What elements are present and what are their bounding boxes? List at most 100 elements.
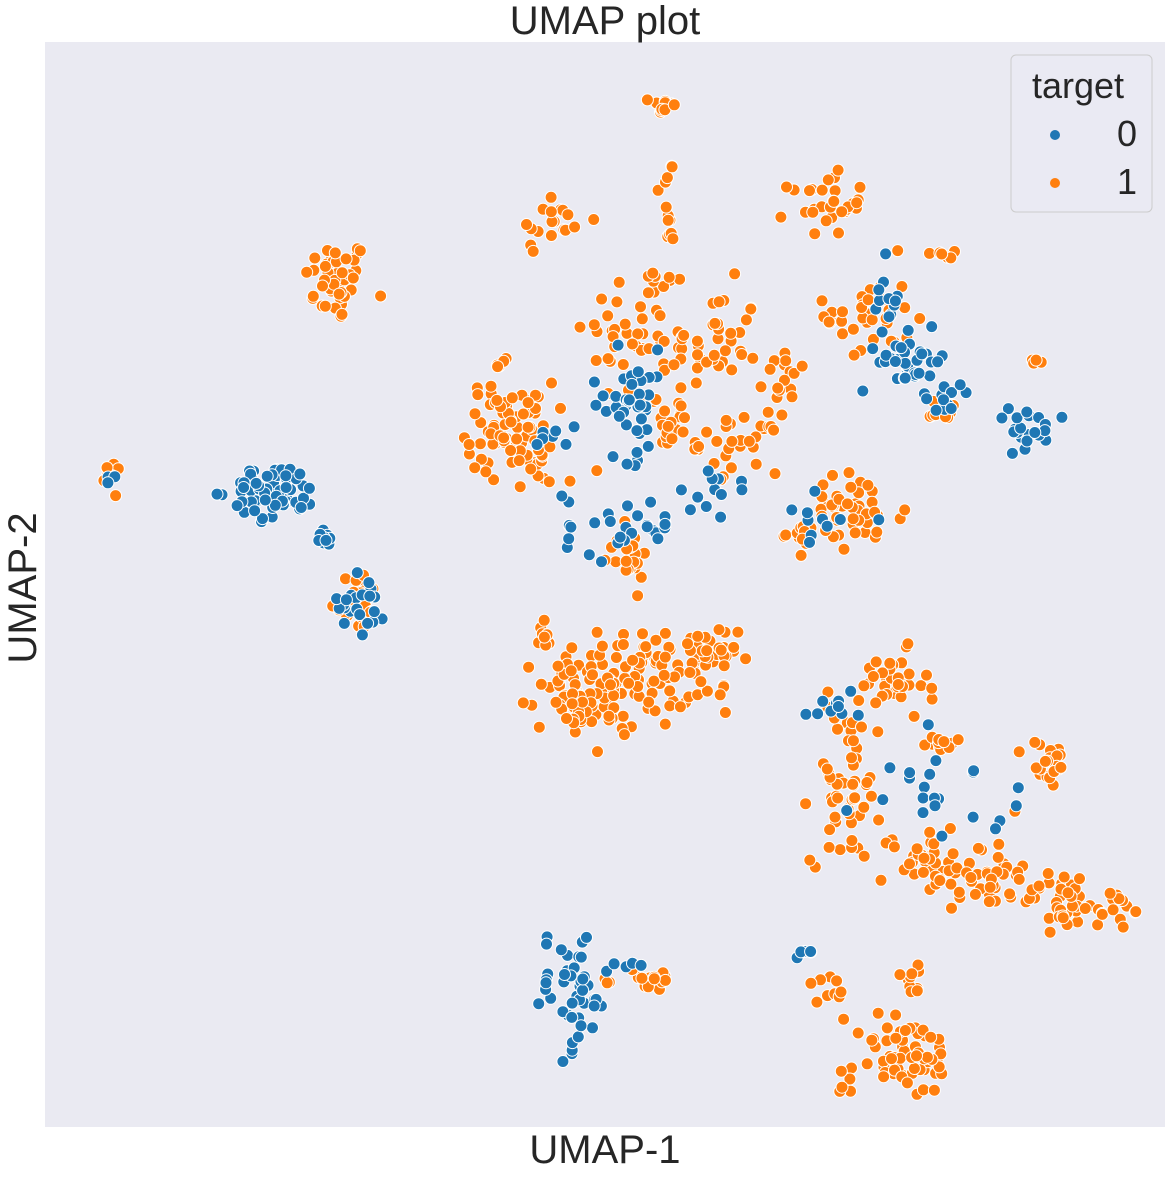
point-target-0	[580, 930, 593, 944]
point-target-1	[1116, 920, 1130, 934]
point-target-0	[606, 450, 620, 464]
point-target-1	[860, 1057, 874, 1071]
point-target-0	[625, 377, 639, 391]
point-target-1	[658, 626, 672, 640]
point-target-1	[573, 320, 587, 334]
point-target-1	[545, 376, 558, 390]
point-target-1	[1032, 879, 1046, 893]
point-target-1	[534, 677, 548, 691]
point-target-1	[837, 1012, 851, 1026]
scatter-points	[97, 93, 1143, 1101]
point-target-1	[544, 190, 558, 204]
point-target-0	[876, 793, 890, 807]
point-target-0	[361, 616, 375, 630]
point-target-1	[510, 432, 524, 446]
point-target-0	[622, 393, 636, 407]
point-target-1	[837, 542, 851, 556]
point-target-1	[779, 354, 793, 368]
point-target-1	[885, 1052, 898, 1066]
point-target-0	[683, 503, 697, 517]
point-target-0	[279, 481, 293, 494]
point-target-1	[659, 200, 673, 214]
point-target-1	[1028, 735, 1042, 749]
point-target-1	[505, 391, 519, 405]
point-target-1	[689, 376, 703, 390]
point-target-1	[771, 381, 785, 395]
point-target-1	[521, 396, 535, 410]
point-target-0	[916, 791, 930, 805]
point-target-1	[794, 548, 808, 562]
point-target-1	[902, 667, 916, 681]
point-target-1	[1003, 887, 1017, 901]
point-target-1	[718, 344, 732, 358]
point-target-0	[565, 1010, 579, 1024]
point-target-0	[596, 389, 610, 403]
point-target-1	[779, 528, 793, 542]
point-target-1	[870, 525, 884, 539]
point-target-1	[542, 475, 556, 489]
point-target-0	[539, 976, 553, 990]
point-target-1	[872, 813, 886, 827]
point-target-0	[785, 503, 799, 517]
point-target-0	[879, 348, 893, 362]
point-target-1	[907, 709, 921, 723]
point-target-0	[989, 822, 1002, 836]
point-target-1	[927, 837, 941, 851]
point-target-1	[910, 984, 924, 998]
point-target-1	[618, 317, 632, 331]
point-target-1	[907, 1062, 921, 1075]
point-target-0	[564, 520, 578, 534]
point-target-1	[866, 670, 880, 683]
point-target-1	[737, 410, 751, 424]
point-target-1	[522, 660, 536, 674]
point-target-1	[332, 287, 346, 301]
point-target-1	[725, 434, 739, 448]
point-target-0	[586, 1021, 599, 1035]
point-target-1	[604, 678, 617, 692]
point-target-0	[921, 718, 935, 732]
point-target-1	[754, 380, 768, 394]
point-target-1	[590, 464, 604, 478]
point-target-1	[832, 226, 845, 240]
point-target-0	[549, 424, 563, 438]
point-target-1	[982, 895, 996, 909]
point-target-1	[642, 695, 656, 709]
point-target-1	[1038, 754, 1052, 768]
point-target-0	[803, 535, 816, 549]
point-target-1	[865, 1033, 879, 1047]
point-target-1	[850, 196, 864, 210]
point-target-1	[823, 823, 837, 837]
point-target-0	[901, 323, 915, 337]
point-target-1	[820, 762, 834, 776]
point-target-0	[555, 489, 569, 503]
point-target-1	[893, 968, 907, 982]
point-target-1	[591, 745, 604, 759]
point-target-1	[661, 213, 675, 227]
y-axis-label: UMAP-2	[1, 512, 45, 663]
point-target-1	[691, 348, 704, 362]
point-target-0	[530, 438, 544, 451]
point-target-1	[712, 623, 726, 637]
point-target-1	[471, 388, 485, 402]
point-target-1	[487, 473, 501, 487]
point-target-1	[844, 480, 858, 494]
point-target-0	[691, 490, 705, 504]
point-target-0	[210, 487, 224, 501]
point-target-1	[504, 444, 518, 457]
point-target-1	[804, 976, 818, 990]
point-target-1	[640, 93, 654, 107]
point-target-1	[1061, 886, 1075, 900]
point-target-1	[595, 292, 609, 306]
point-target-0	[613, 530, 627, 544]
point-target-0	[350, 566, 364, 580]
point-target-1	[874, 873, 888, 887]
point-target-1	[610, 295, 624, 309]
point-target-0	[589, 398, 603, 412]
point-target-1	[927, 1083, 941, 1097]
point-target-1	[852, 694, 866, 707]
point-target-1	[634, 300, 647, 314]
point-target-1	[300, 265, 314, 279]
point-target-1	[848, 526, 862, 540]
point-target-1	[318, 299, 332, 313]
point-target-0	[935, 829, 949, 843]
